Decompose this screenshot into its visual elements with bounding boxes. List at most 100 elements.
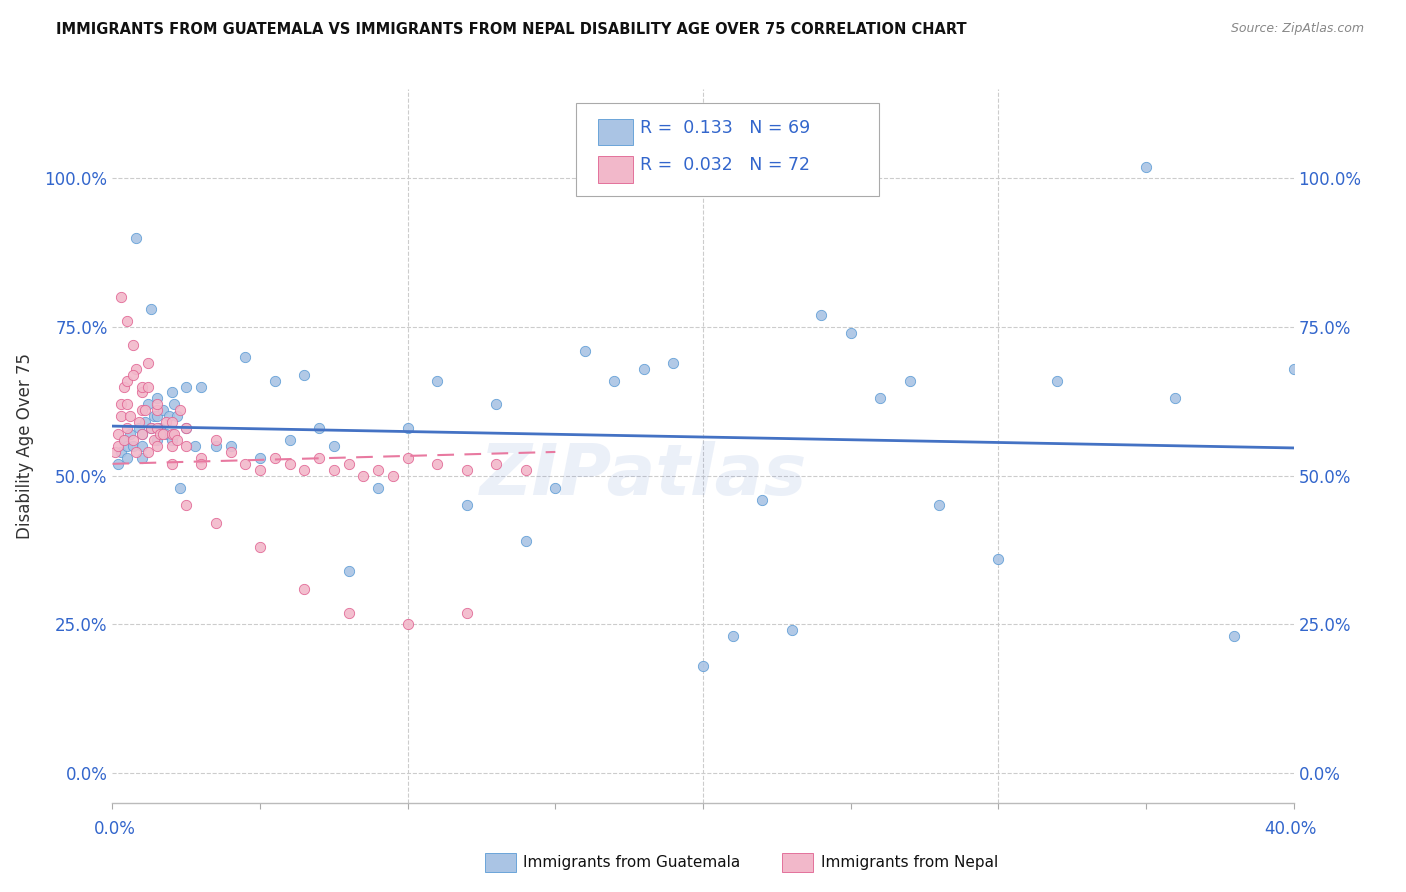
Text: R =  0.032   N = 72: R = 0.032 N = 72 xyxy=(640,156,810,174)
Point xyxy=(174,439,197,453)
Point xyxy=(122,368,145,382)
Point xyxy=(166,409,188,424)
Point xyxy=(139,421,162,435)
Point xyxy=(110,445,132,459)
Text: 40.0%: 40.0% xyxy=(1264,820,1317,838)
Point xyxy=(396,617,419,632)
Point xyxy=(149,427,172,442)
Point xyxy=(396,450,419,465)
Point xyxy=(810,308,832,322)
Point xyxy=(125,231,148,245)
Point xyxy=(139,302,162,317)
Point xyxy=(323,439,346,453)
Point xyxy=(308,421,330,435)
Point xyxy=(131,427,153,442)
Point xyxy=(112,433,135,447)
Point xyxy=(205,439,228,453)
Point xyxy=(146,403,169,417)
Point xyxy=(928,499,950,513)
Point xyxy=(136,379,159,393)
Point xyxy=(337,457,360,471)
Text: Source: ZipAtlas.com: Source: ZipAtlas.com xyxy=(1230,22,1364,36)
Point xyxy=(131,379,153,393)
Point xyxy=(136,356,159,370)
Point xyxy=(323,463,346,477)
Point xyxy=(367,463,389,477)
Point xyxy=(603,374,626,388)
Point xyxy=(107,457,129,471)
Point xyxy=(139,421,162,435)
Point xyxy=(264,450,287,465)
Point xyxy=(337,606,360,620)
Point xyxy=(128,421,150,435)
Point xyxy=(122,439,145,453)
Point xyxy=(249,540,271,554)
Point xyxy=(146,439,169,453)
Point xyxy=(869,392,891,406)
Point xyxy=(142,409,165,424)
Point xyxy=(117,314,138,328)
Point xyxy=(662,356,685,370)
Point xyxy=(249,463,271,477)
Point xyxy=(174,499,197,513)
Y-axis label: Disability Age Over 75: Disability Age Over 75 xyxy=(15,353,34,539)
Point xyxy=(426,374,449,388)
Point xyxy=(107,439,129,453)
Point xyxy=(160,457,183,471)
Point xyxy=(249,450,271,465)
Point xyxy=(190,379,212,393)
Point xyxy=(174,379,197,393)
Point xyxy=(112,379,135,393)
Point xyxy=(485,397,508,411)
Point xyxy=(515,534,537,549)
Point xyxy=(117,397,138,411)
Point xyxy=(456,499,478,513)
Point xyxy=(110,409,132,424)
Point xyxy=(1135,160,1157,174)
Point xyxy=(515,463,537,477)
Point xyxy=(131,450,153,465)
Point xyxy=(292,582,315,596)
Point xyxy=(337,564,360,578)
Point xyxy=(160,439,183,453)
Point xyxy=(122,433,145,447)
Point xyxy=(352,468,374,483)
Point xyxy=(160,433,183,447)
Point xyxy=(142,433,165,447)
Point xyxy=(190,457,212,471)
Point xyxy=(574,343,596,358)
Point xyxy=(152,403,174,417)
Point xyxy=(382,468,405,483)
Point xyxy=(122,338,145,352)
Point xyxy=(146,409,169,424)
Point xyxy=(125,445,148,459)
Point xyxy=(1164,392,1187,406)
Point xyxy=(134,403,156,417)
Text: ZIPatlas: ZIPatlas xyxy=(481,442,807,510)
Point xyxy=(721,629,744,643)
Point xyxy=(120,427,142,442)
Point xyxy=(131,439,153,453)
Point xyxy=(160,427,183,442)
Point xyxy=(1046,374,1069,388)
Point xyxy=(264,374,287,388)
Point xyxy=(544,481,567,495)
Point xyxy=(169,481,191,495)
Point xyxy=(692,659,714,673)
Point xyxy=(278,433,301,447)
Point xyxy=(160,415,183,429)
Point xyxy=(174,421,197,435)
Point xyxy=(308,450,330,465)
Point xyxy=(233,457,256,471)
Point xyxy=(485,457,508,471)
Point xyxy=(149,421,172,435)
Point xyxy=(426,457,449,471)
Point xyxy=(1282,361,1305,376)
Point xyxy=(146,421,169,435)
Point xyxy=(152,427,174,442)
Point xyxy=(117,450,138,465)
Point xyxy=(163,397,186,411)
Text: R =  0.133   N = 69: R = 0.133 N = 69 xyxy=(640,119,810,136)
Point xyxy=(190,450,212,465)
Point xyxy=(107,427,129,442)
